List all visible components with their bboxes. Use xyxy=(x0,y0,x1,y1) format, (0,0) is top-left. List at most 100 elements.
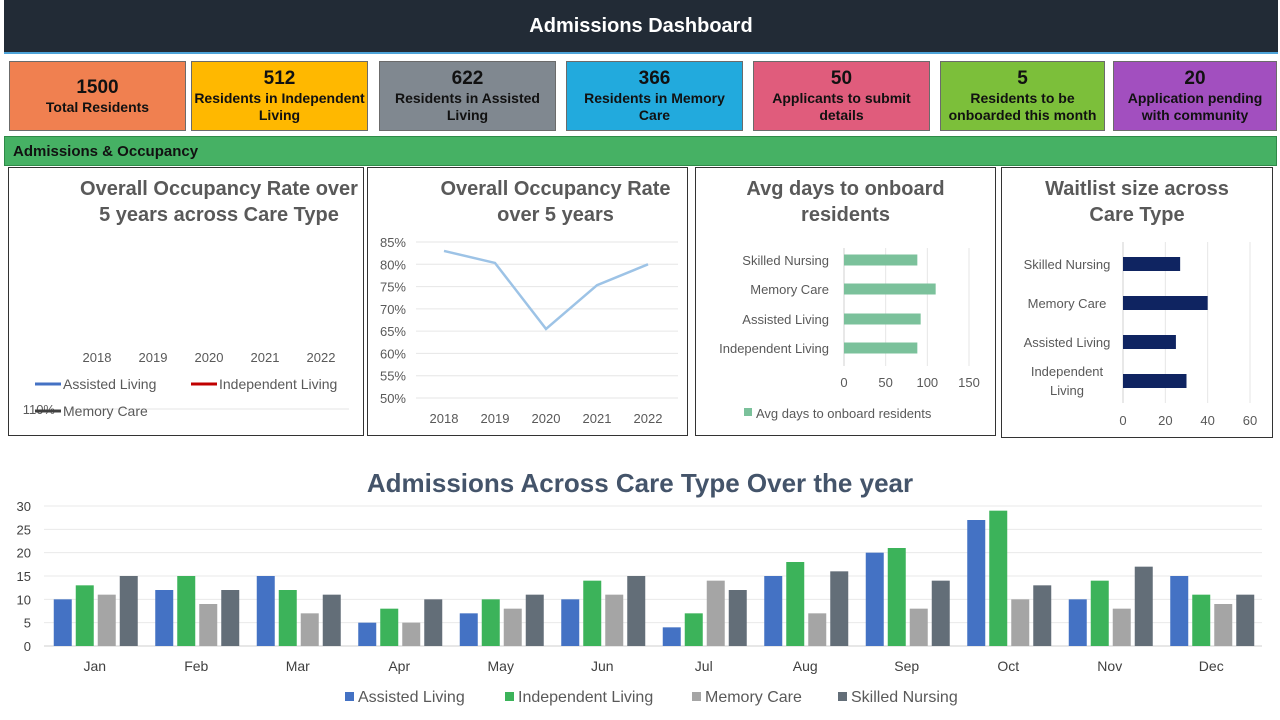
legend-label: Assisted Living xyxy=(63,376,156,392)
overall-occupancy-panel: Overall Occupancy Rate over 5 years 85% 8… xyxy=(367,167,688,436)
category-label: Skilled Nursing xyxy=(1024,257,1111,272)
kpi-to-be-onboarded[interactable]: 5 Residents to be onboarded this month xyxy=(940,61,1105,131)
bar-skilled-nursing xyxy=(931,580,950,646)
bar-assisted-living xyxy=(561,599,580,646)
legend-label: Memory Care xyxy=(63,403,148,419)
waitlist-panel: Waitlist size across Care Type 0 20 40 60 Sk… xyxy=(1001,167,1273,438)
bar-memory-care xyxy=(808,613,827,646)
bar-independent-living xyxy=(380,608,399,646)
kpi-independent-living[interactable]: 512 Residents in Independent Living xyxy=(191,61,368,131)
y-tick-label: 60% xyxy=(380,346,406,361)
kpi-value: 20 xyxy=(1184,68,1206,89)
bar-assisted-living xyxy=(256,576,275,646)
x-tick-label: Feb xyxy=(184,658,208,674)
bar-assisted-living xyxy=(1123,335,1176,349)
admissions-chart-title: Admissions Across Care Type Over the yea… xyxy=(366,468,914,498)
x-tick-label: 40 xyxy=(1200,413,1214,428)
x-tick-label: Mar xyxy=(286,658,310,674)
x-tick-label: May xyxy=(488,658,514,674)
kpi-value: 512 xyxy=(263,68,296,89)
category-label: Independent Living xyxy=(1031,364,1104,398)
kpi-value: 622 xyxy=(451,68,484,89)
bar-skilled-nursing xyxy=(424,599,443,646)
y-tick-label: 30 xyxy=(17,500,31,514)
x-tick-label: Jun xyxy=(591,658,614,674)
y-tick-label: 5 xyxy=(24,616,31,631)
overall-occupancy-chart: 85% 80% 75% 70% 65% 60% 55% 50% 2018 2019 2020 2021… xyxy=(380,235,678,426)
bar-assisted-living xyxy=(53,599,72,646)
kpi-value: 1500 xyxy=(76,76,119,98)
bar-independent-living xyxy=(887,548,906,646)
x-tick-label: Nov xyxy=(1097,658,1122,674)
bar-assisted-living xyxy=(155,590,174,646)
bar-memory-care xyxy=(503,608,522,646)
x-tick-label: 2021 xyxy=(251,350,280,365)
line-series-overall xyxy=(443,249,649,331)
kpi-label: Residents to be onboarded this month xyxy=(948,90,1097,123)
legend-swatch-skilled-nursing xyxy=(838,692,847,701)
chart-title: Avg days to onboard residents xyxy=(746,178,945,226)
x-tick-label: 0 xyxy=(1119,413,1126,428)
kpi-label: Total Residents xyxy=(45,98,150,115)
x-tick-label: 20 xyxy=(1158,413,1172,428)
x-tick-label: 2018 xyxy=(83,350,112,365)
section-title: Admissions & Occupancy xyxy=(13,142,199,160)
bar-assisted-living xyxy=(865,552,884,646)
x-tick-label: 150 xyxy=(958,375,980,390)
kpi-total-residents[interactable]: 1500 Total Residents xyxy=(9,61,186,131)
category-label: Skilled Nursing xyxy=(742,253,829,268)
bar-skilled-nursing xyxy=(322,594,341,646)
legend-label: Independent Living xyxy=(518,689,653,706)
bar-assisted-living xyxy=(459,613,478,646)
legend-label: Independent Living xyxy=(219,376,337,392)
kpi-label: Residents in Assisted Living xyxy=(395,90,540,123)
category-label: Memory Care xyxy=(750,282,829,297)
bar-assisted-living xyxy=(1170,576,1189,646)
bar-independent-living xyxy=(844,342,918,354)
y-tick-label: 75% xyxy=(380,280,406,295)
legend-swatch-memory-care xyxy=(692,692,701,701)
y-tick-label: 0 xyxy=(24,639,31,654)
x-tick-label: 2020 xyxy=(532,411,561,426)
kpi-applicants-to-submit[interactable]: 50 Applicants to submit details xyxy=(753,61,930,131)
bar-skilled-nursing xyxy=(627,576,646,646)
legend-label: Assisted Living xyxy=(358,689,465,706)
bar-skilled-nursing xyxy=(830,571,849,646)
bar-independent-living xyxy=(1123,374,1187,388)
bar-memory-care xyxy=(97,594,116,646)
legend-label: Avg days to onboard residents xyxy=(756,406,932,421)
bar-independent-living xyxy=(75,585,94,646)
y-tick-label: 15 xyxy=(17,569,31,584)
kpi-pending-applications[interactable]: 20 Application pending with community xyxy=(1113,61,1277,131)
category-label: Assisted Living xyxy=(1024,335,1111,350)
chart-title: Waitlist size across Care Type xyxy=(1045,178,1229,226)
x-tick-label: 0 xyxy=(840,375,847,390)
bar-assisted-living xyxy=(764,576,783,646)
kpi-memory-care[interactable]: 366 Residents in Memory Care xyxy=(566,61,743,131)
bar-assisted-living xyxy=(967,520,986,646)
occupancy-by-care-type-panel: Overall Occupancy Rate over 5 years acro… xyxy=(8,167,364,436)
x-tick-label: Apr xyxy=(388,658,410,674)
y-tick-label: 25 xyxy=(17,522,31,537)
avg-days-onboard-panel: Avg days to onboard residents 0 50 100 150 S… xyxy=(695,167,996,436)
bar-memory-care xyxy=(402,622,421,646)
kpi-assisted-living[interactable]: 622 Residents in Assisted Living xyxy=(379,61,556,131)
bar-independent-living xyxy=(786,562,805,646)
waitlist-chart: 0 20 40 60 Skilled Nursing Memory Care Assiste… xyxy=(1024,242,1257,428)
admissions-across-care-type-chart: 30 25 20 15 10 5 0 Jan Feb Mar Apr May Jun Jul Aug Sep O… xyxy=(17,500,1262,706)
bar-independent-living xyxy=(177,576,196,646)
kpi-label: Residents in Independent Living xyxy=(194,90,365,123)
x-tick-label: Aug xyxy=(793,658,818,674)
bar-assisted-living xyxy=(358,622,377,646)
bar-skilled-nursing xyxy=(525,594,544,646)
x-tick-label: 2018 xyxy=(430,411,459,426)
legend-swatch-avg-days xyxy=(744,408,752,416)
legend-swatch-independent-living xyxy=(505,692,514,701)
y-tick-label: 80% xyxy=(380,257,406,272)
bar-memory-care xyxy=(844,283,936,295)
bar-memory-care xyxy=(199,604,218,646)
bar-skilled-nursing xyxy=(1033,585,1052,646)
y-tick-label: 10 xyxy=(17,592,31,607)
chart-title: Overall Occupancy Rate over 5 years acro… xyxy=(80,178,358,226)
y-tick-label: 70% xyxy=(380,302,406,317)
